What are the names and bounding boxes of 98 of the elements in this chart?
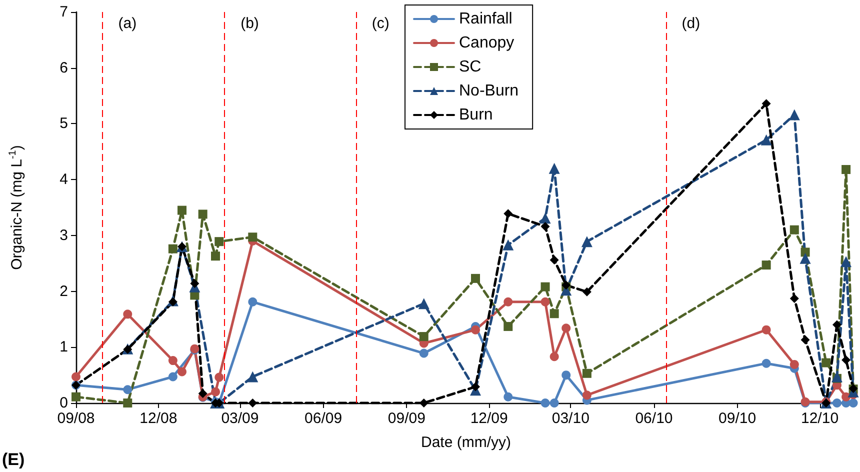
point	[582, 287, 592, 296]
point	[168, 372, 178, 382]
ref-line-label: (c)	[372, 15, 390, 32]
x-tick-label: 06/09	[304, 410, 342, 427]
legend-label: No-Burn	[459, 82, 519, 100]
x-tick-label: 03/09	[221, 410, 259, 427]
point	[504, 392, 513, 402]
point	[550, 398, 559, 408]
point	[248, 297, 258, 306]
point	[419, 348, 428, 358]
point	[540, 212, 551, 224]
point	[840, 256, 852, 268]
y-tick-label: 2	[60, 282, 68, 300]
point	[762, 99, 771, 108]
point	[190, 278, 200, 288]
y-tick-label: 7	[60, 4, 68, 20]
y-tick-label: 0	[60, 394, 68, 412]
x-tick-label: 03/10	[552, 410, 590, 427]
x-tick-label: 12/08	[140, 410, 178, 427]
point	[842, 392, 851, 402]
x-tick-label: 12/10	[800, 410, 839, 427]
point	[168, 356, 178, 366]
point	[214, 237, 224, 246]
x-tick-label: 09/10	[718, 410, 756, 427]
point	[72, 392, 80, 402]
x-tick-label: 12/09	[470, 410, 508, 427]
x-tick-label: 06/10	[635, 410, 673, 427]
point	[248, 232, 258, 242]
y-tick-label: 4	[60, 171, 68, 188]
point	[550, 352, 559, 362]
point	[762, 325, 771, 334]
point	[211, 387, 220, 396]
point	[581, 236, 592, 248]
legend-label: SC	[459, 58, 482, 76]
point	[832, 398, 842, 408]
point	[800, 248, 810, 257]
point	[842, 165, 851, 174]
ref-line-label: (a)	[118, 15, 137, 32]
point	[582, 368, 592, 378]
point	[248, 398, 258, 408]
point	[178, 367, 186, 376]
y-tick-label: 6	[60, 59, 68, 76]
legend-label: Rainfall	[459, 10, 512, 28]
point	[123, 310, 132, 319]
point	[540, 398, 550, 408]
point	[247, 371, 258, 382]
point	[177, 206, 186, 215]
point	[832, 320, 842, 330]
x-axis-title: Date (mm/yy)	[421, 434, 512, 451]
point	[548, 162, 560, 174]
point	[168, 244, 178, 254]
point	[562, 370, 571, 380]
y-axis-title: Organic-N (mg L-1)	[8, 145, 26, 270]
y-tick-label: 3	[60, 226, 68, 244]
point	[123, 385, 132, 394]
point	[72, 372, 80, 382]
legend-label: Canopy	[459, 34, 514, 52]
point	[540, 297, 550, 306]
y-tick-label: 5	[60, 115, 68, 132]
point	[760, 134, 772, 146]
point	[800, 252, 811, 264]
point	[562, 324, 571, 333]
legend-label: Burn	[459, 106, 493, 124]
y-tick-label: 1	[60, 338, 68, 356]
point	[198, 389, 208, 398]
point	[800, 335, 810, 344]
point	[504, 322, 513, 331]
point	[550, 256, 559, 265]
point	[502, 239, 514, 250]
point	[198, 210, 208, 219]
point	[842, 355, 851, 364]
point	[540, 282, 550, 292]
point	[418, 298, 430, 310]
ref-line-label: (d)	[682, 15, 700, 32]
point	[504, 297, 513, 306]
x-tick-label: 09/09	[388, 410, 426, 427]
point	[848, 398, 858, 408]
point	[822, 358, 831, 368]
point	[582, 390, 592, 400]
ref-line-label: (b)	[240, 15, 259, 32]
point	[123, 398, 132, 408]
point	[790, 360, 799, 369]
point	[762, 358, 771, 368]
point	[471, 274, 480, 283]
x-tick-label: 09/08	[57, 410, 95, 427]
point	[790, 225, 799, 234]
point	[471, 382, 480, 392]
point	[214, 372, 224, 382]
point	[550, 309, 559, 318]
point	[762, 260, 771, 270]
point	[419, 332, 428, 342]
point	[790, 294, 799, 304]
point	[504, 209, 513, 218]
text: (E)	[2, 450, 25, 469]
point	[788, 109, 800, 120]
point	[211, 252, 220, 261]
point	[540, 222, 550, 231]
point	[471, 325, 480, 334]
